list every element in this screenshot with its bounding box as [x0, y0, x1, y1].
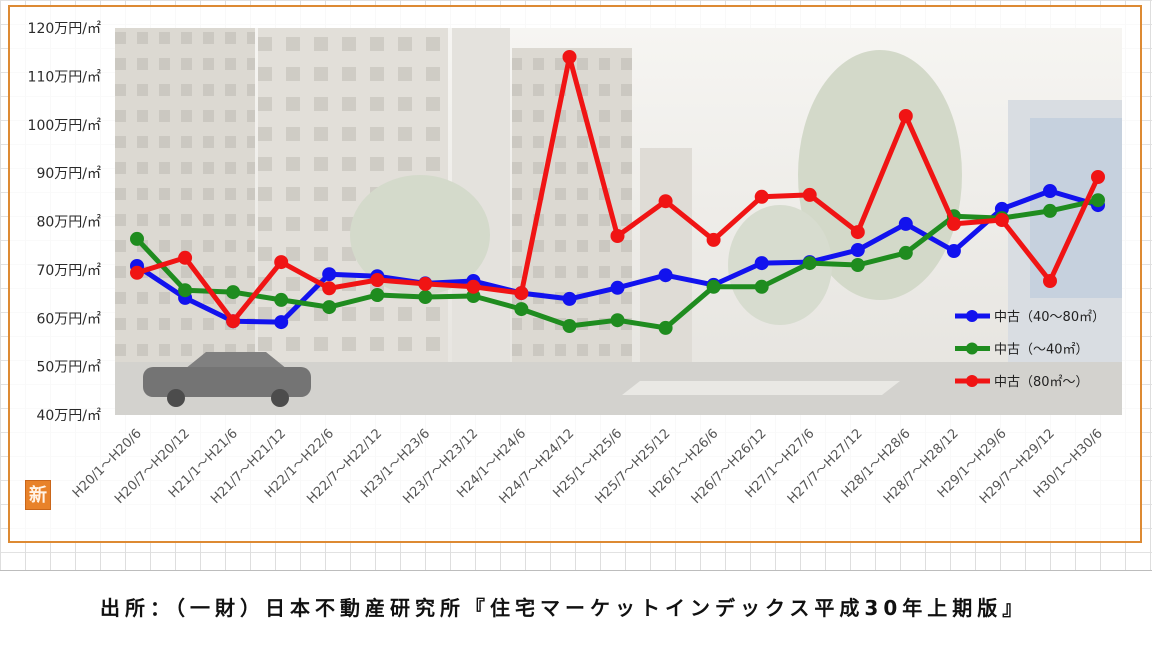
data-point: [706, 232, 721, 247]
y-tick-label: 90万円/㎡: [36, 166, 101, 182]
data-point: [514, 286, 529, 301]
data-point: [178, 283, 193, 298]
legend-swatch-marker: [966, 375, 978, 387]
data-point: [802, 187, 817, 202]
spreadsheet-row-divider: [0, 570, 1152, 571]
source-note: 出所：（一財）日本不動産研究所『住宅マーケットインデックス平成30年上期版』: [100, 596, 1028, 620]
photo-building: [640, 148, 692, 370]
legend-label: 中古（～40㎡）: [994, 343, 1089, 358]
data-point: [898, 216, 913, 231]
data-point: [754, 256, 769, 271]
photo-car-roof: [185, 352, 287, 369]
data-point: [562, 291, 577, 306]
legend-label: 中古（40～80㎡）: [994, 310, 1105, 325]
data-point: [466, 279, 481, 294]
data-point: [706, 279, 721, 294]
data-point: [1043, 203, 1057, 218]
data-point: [898, 109, 913, 123]
data-point: [658, 268, 673, 283]
legend-item: 中古（80㎡～）: [955, 375, 1089, 390]
data-point: [850, 225, 865, 240]
y-tick-label: 70万円/㎡: [36, 263, 101, 279]
legend-item: 中古（40～80㎡）: [955, 310, 1105, 325]
data-point: [946, 216, 961, 231]
data-point: [658, 194, 673, 209]
data-point: [178, 250, 193, 265]
y-axis: 120万円/㎡ 110万円/㎡ 100万円/㎡ 90万円/㎡ 80万円/㎡ 70万円/㎡ 6…: [28, 21, 101, 424]
data-point: [754, 189, 769, 204]
logo-badge: 新: [25, 480, 51, 510]
data-point: [610, 229, 625, 243]
data-point: [850, 243, 865, 257]
data-point: [754, 279, 769, 294]
data-point: [562, 319, 577, 333]
legend-item: 中古（～40㎡）: [955, 342, 1089, 358]
line-chart: 120万円/㎡ 110万円/㎡ 100万円/㎡ 90万円/㎡ 80万円/㎡ 70万円/㎡ 6…: [28, 21, 1122, 507]
y-tick-label: 80万円/㎡: [36, 215, 101, 231]
data-point: [370, 288, 385, 302]
data-point: [994, 213, 1009, 227]
data-point: [1091, 170, 1105, 184]
data-point: [274, 255, 289, 270]
legend-label: 中古（80㎡～）: [994, 375, 1089, 390]
data-point: [850, 258, 865, 272]
data-point: [130, 231, 144, 246]
data-point: [274, 315, 289, 330]
y-tick-label: 110万円/㎡: [28, 69, 101, 85]
photo-car-wheel: [271, 389, 289, 407]
legend-swatch-marker: [966, 310, 978, 322]
data-point: [1043, 274, 1057, 288]
data-point: [322, 300, 337, 315]
data-point: [1091, 193, 1105, 208]
data-point: [322, 281, 337, 296]
data-point: [514, 302, 529, 317]
data-point: [370, 273, 385, 287]
data-point: [274, 292, 289, 307]
data-point: [658, 320, 673, 335]
data-point: [610, 280, 625, 295]
data-point: [130, 265, 144, 280]
data-point: [418, 290, 433, 304]
data-point: [418, 276, 433, 291]
data-point: [562, 50, 577, 64]
data-point: [226, 285, 241, 300]
data-point: [322, 267, 337, 282]
y-tick-label: 60万円/㎡: [36, 311, 101, 327]
data-point: [898, 245, 913, 260]
data-point: [610, 313, 625, 328]
photo-tree: [350, 175, 490, 295]
y-tick-label: 40万円/㎡: [36, 408, 101, 424]
photo-crosswalk: [622, 381, 900, 395]
data-point: [946, 244, 961, 258]
photo-car-body: [143, 367, 311, 397]
data-point: [802, 256, 817, 271]
legend-swatch-marker: [966, 342, 978, 355]
data-point: [226, 314, 241, 329]
x-axis: H20/1～H20/6H20/7～H20/12H21/1～H21/6H21/7～…: [70, 426, 1106, 507]
series-group: [130, 50, 1105, 329]
legend: 中古（40～80㎡） 中古（～40㎡） 中古（80㎡～）: [955, 310, 1105, 390]
series-layer: [130, 50, 1105, 335]
data-point: [1043, 184, 1057, 198]
y-tick-label: 120万円/㎡: [28, 21, 101, 37]
photo-car-wheel: [167, 389, 185, 407]
y-tick-label: 50万円/㎡: [36, 360, 101, 376]
y-tick-label: 100万円/㎡: [28, 118, 101, 134]
